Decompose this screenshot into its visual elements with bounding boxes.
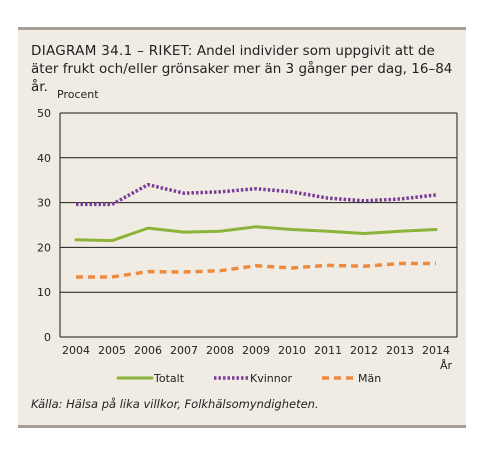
x-tick-2008: 2008 <box>206 344 234 357</box>
y-tick-20: 20 <box>37 241 51 254</box>
legend-label-man: Män <box>358 372 381 385</box>
source-note: Källa: Hälsa på lika villkor, Folkhälsom… <box>31 397 319 411</box>
y-tick-40: 40 <box>37 152 51 165</box>
x-tick-2010: 2010 <box>278 344 306 357</box>
figure-caption: Andel individer som uppgivit att de äter… <box>31 43 453 95</box>
x-tick-2014: 2014 <box>422 344 450 357</box>
x-axis-label: År <box>440 359 453 372</box>
x-tick-2006: 2006 <box>134 344 162 357</box>
x-tick-2012: 2012 <box>350 344 378 357</box>
y-tick-10: 10 <box>37 286 51 299</box>
y-tick-labels: 0 10 20 30 40 50 <box>37 107 51 344</box>
figure-title: DIAGRAM 34.1 – RIKET: Andel individer so… <box>31 42 461 96</box>
y-tick-0: 0 <box>44 331 51 344</box>
top-rule <box>18 27 466 30</box>
gridlines <box>59 112 458 338</box>
y-tick-30: 30 <box>37 197 51 210</box>
series-line-kvinnor <box>76 182 437 207</box>
series-line-man <box>76 261 436 279</box>
bottom-rule <box>18 425 466 428</box>
x-tick-2011: 2011 <box>314 344 342 357</box>
figure-label: DIAGRAM 34.1 – RIKET: <box>31 43 193 59</box>
series-line-totalt <box>74 225 438 243</box>
series-lines <box>74 182 438 279</box>
x-tick-2009: 2009 <box>242 344 270 357</box>
x-tick-2013: 2013 <box>386 344 414 357</box>
legend-label-totalt: Totalt <box>153 372 185 385</box>
figure-panel <box>18 27 466 427</box>
y-axis-label: Procent <box>57 88 99 101</box>
x-tick-2005: 2005 <box>98 344 126 357</box>
x-tick-2007: 2007 <box>170 344 198 357</box>
x-tick-2004: 2004 <box>62 344 90 357</box>
legend-label-kvinnor: Kvinnor <box>250 372 292 385</box>
legend: Totalt Kvinnor Män <box>116 372 381 385</box>
x-tick-labels: 2004 2005 2006 2007 2008 2009 2010 2011 2012 2013… <box>62 344 450 357</box>
y-tick-50: 50 <box>37 107 51 120</box>
